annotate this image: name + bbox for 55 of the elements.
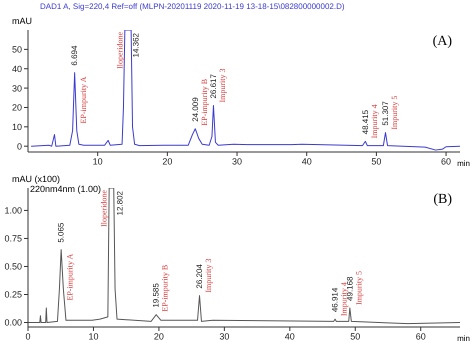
x-tick-label: 40	[302, 156, 312, 166]
annotation: Iloperidone	[99, 190, 108, 227]
annotation: Impurity 5	[354, 270, 364, 305]
x-tick-label: 30	[232, 156, 242, 166]
y-tick-label: 20	[12, 102, 22, 113]
x-tick-label: 50	[371, 156, 382, 166]
annotation: 6.694	[70, 45, 80, 66]
x-tick-label: 30	[219, 331, 230, 342]
annotation: 220nm4nm (1.00)	[30, 184, 102, 194]
annotation: (B)	[433, 192, 452, 208]
annotation: (A)	[432, 34, 452, 50]
annotation: Impurity 5	[390, 96, 399, 130]
annotation: 51.307	[380, 100, 390, 126]
annotation: EP-impurity A	[66, 253, 75, 301]
annotation: 48.415	[360, 109, 370, 134]
annotation: 46.914	[330, 287, 340, 312]
y-tick-label: 0	[16, 141, 22, 152]
annotation: Impurity 3	[204, 258, 214, 293]
y-axis-title: mAU (x100)	[12, 174, 60, 184]
y-tick-label: 10	[12, 122, 22, 132]
y-tick-label: 40	[12, 64, 22, 74]
x-tick-label: 60	[416, 331, 426, 342]
chart-subtitle: DAD1 A, Sig=220,4 Ref=off (MLPN-20201119 2020-11-19 13-18-15\082800000002.D)	[40, 2, 345, 11]
y-axis-title: mAU	[12, 16, 32, 26]
y-tick-label: 0.75	[4, 234, 22, 244]
y-tick-label: 0.25	[4, 290, 22, 300]
x-tick-label: 10	[88, 331, 98, 342]
annotation: Iloperidone	[116, 32, 125, 69]
y-tick-label: 0.50	[4, 262, 22, 272]
annotation: 24.009	[190, 96, 200, 122]
y-tick-label: 1.00	[4, 206, 22, 216]
line-series	[30, 30, 460, 151]
x-tick-label: 20	[154, 331, 164, 342]
x-tick-label: 0	[25, 331, 31, 342]
annotation: 12.802	[115, 190, 124, 216]
x-axis-title: min	[457, 159, 470, 168]
x-tick-label: 50	[350, 331, 360, 342]
x-axis-title: min	[457, 334, 470, 343]
y-tick-label: 30	[12, 83, 22, 94]
x-tick-label: 10	[92, 156, 103, 166]
annotation: 14.362	[132, 32, 141, 58]
annotation: EP-impurity B	[200, 78, 209, 126]
annotation: 5.065	[56, 222, 66, 243]
annotation: EP-impurity A	[79, 76, 88, 124]
annotation: 26.204	[195, 264, 204, 289]
y-tick-label: 50	[12, 44, 22, 55]
annotation: Impurity 3	[218, 68, 227, 103]
annotation: 26.617	[208, 74, 218, 99]
x-tick-label: 60	[441, 156, 452, 166]
x-tick-label: 20	[162, 156, 172, 166]
x-tick-label: 40	[284, 331, 295, 342]
y-tick-label: 0.00	[4, 318, 22, 328]
annotation: EP-impurity B	[160, 264, 170, 312]
annotation: Impurity 4	[370, 104, 379, 138]
annotation: 19.585	[152, 282, 161, 308]
